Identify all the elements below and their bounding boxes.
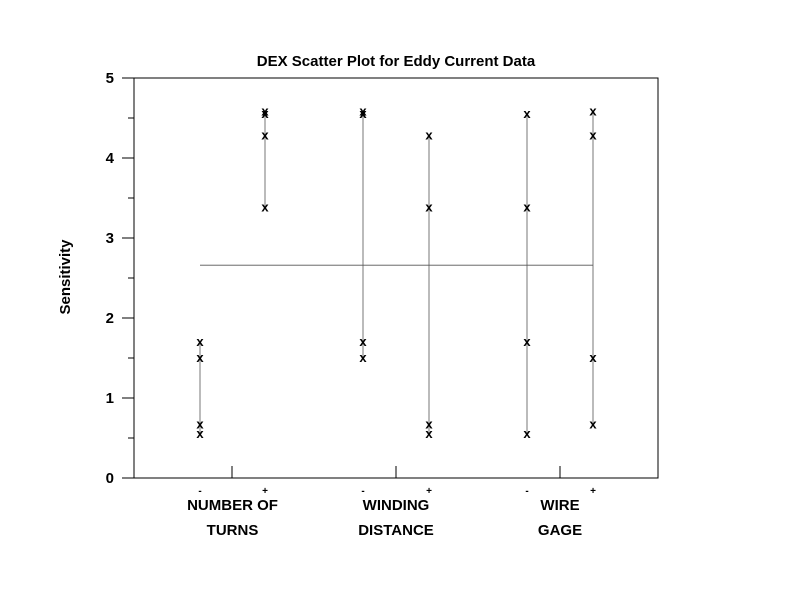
data-point: x bbox=[261, 106, 269, 121]
data-point: x bbox=[359, 104, 367, 119]
factor-name-line2: GAGE bbox=[538, 522, 582, 539]
data-point: x bbox=[359, 350, 367, 365]
y-tick-label: 1 bbox=[106, 390, 114, 407]
data-point: x bbox=[359, 334, 367, 349]
factor-name-line1: NUMBER OF bbox=[187, 497, 278, 514]
y-tick-label: 5 bbox=[106, 70, 114, 87]
data-point: x bbox=[261, 104, 269, 119]
data-point: x bbox=[425, 426, 433, 441]
level-label: + bbox=[262, 486, 268, 497]
y-axis: 0 1 2 3 4 5 bbox=[106, 70, 134, 487]
data-point: x bbox=[261, 128, 269, 143]
y-tick-label: 0 bbox=[106, 470, 114, 487]
y-tick-label: 2 bbox=[106, 310, 114, 327]
level-label: + bbox=[590, 486, 596, 497]
data-point: x bbox=[196, 416, 204, 431]
level-label: - bbox=[198, 486, 201, 497]
level-label: - bbox=[361, 486, 364, 497]
factor-labels: NUMBER OF TURNS WINDING DISTANCE WIRE GAGE bbox=[187, 497, 582, 539]
data-point: x bbox=[359, 106, 367, 121]
data-point: x bbox=[589, 416, 597, 431]
y-tick-label: 4 bbox=[106, 150, 115, 167]
factor-name-line1: WIRE bbox=[540, 497, 579, 514]
data-point: x bbox=[425, 128, 433, 143]
y-axis-label: Sensitivity bbox=[57, 239, 74, 315]
data-point: x bbox=[523, 200, 531, 215]
data-point: x bbox=[196, 350, 204, 365]
data-point: x bbox=[425, 416, 433, 431]
y-tick-label: 3 bbox=[106, 230, 114, 247]
factor-name-line2: TURNS bbox=[207, 522, 259, 539]
level-label: - bbox=[525, 486, 528, 497]
data-point: x bbox=[523, 334, 531, 349]
data-point: x bbox=[196, 426, 204, 441]
factor-name-line1: WINDING bbox=[363, 497, 430, 514]
x-axis: - + - + - + bbox=[198, 466, 596, 497]
data-point: x bbox=[523, 426, 531, 441]
data-point: x bbox=[589, 104, 597, 119]
data-point: x bbox=[196, 334, 204, 349]
data-point: x bbox=[589, 128, 597, 143]
level-range-lines bbox=[199, 111, 594, 434]
data-point: x bbox=[261, 200, 269, 215]
level-label: + bbox=[426, 486, 432, 497]
chart-title: DEX Scatter Plot for Eddy Current Data bbox=[257, 53, 536, 70]
data-point: x bbox=[589, 350, 597, 365]
factor-name-line2: DISTANCE bbox=[358, 522, 434, 539]
data-point: x bbox=[425, 200, 433, 215]
data-point: x bbox=[523, 106, 531, 121]
